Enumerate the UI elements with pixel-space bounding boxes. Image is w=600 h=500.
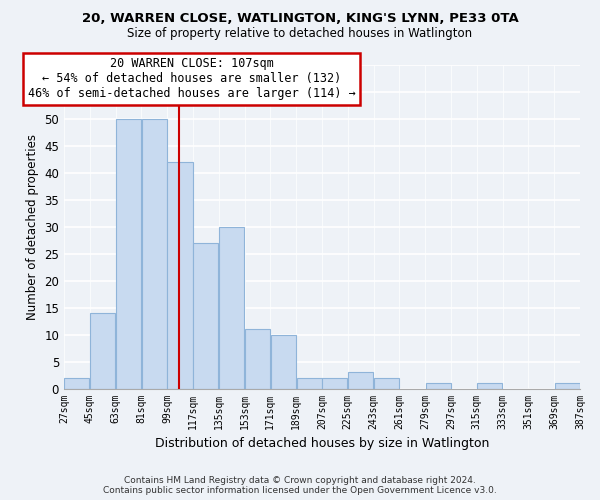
Bar — [477, 383, 502, 388]
Bar — [554, 383, 580, 388]
Bar — [245, 330, 270, 388]
Bar — [374, 378, 399, 388]
Bar — [219, 227, 244, 388]
Text: Size of property relative to detached houses in Watlington: Size of property relative to detached ho… — [127, 28, 473, 40]
Bar — [193, 243, 218, 388]
Bar — [322, 378, 347, 388]
Bar — [425, 383, 451, 388]
Bar — [348, 372, 373, 388]
Bar — [142, 120, 167, 388]
Text: Contains HM Land Registry data © Crown copyright and database right 2024.
Contai: Contains HM Land Registry data © Crown c… — [103, 476, 497, 495]
Bar — [296, 378, 322, 388]
Bar — [167, 162, 193, 388]
Text: 20, WARREN CLOSE, WATLINGTON, KING'S LYNN, PE33 0TA: 20, WARREN CLOSE, WATLINGTON, KING'S LYN… — [82, 12, 518, 26]
Bar — [90, 313, 115, 388]
Bar — [271, 334, 296, 388]
Bar — [64, 378, 89, 388]
Y-axis label: Number of detached properties: Number of detached properties — [26, 134, 38, 320]
Bar — [116, 120, 141, 388]
X-axis label: Distribution of detached houses by size in Watlington: Distribution of detached houses by size … — [155, 437, 489, 450]
Text: 20 WARREN CLOSE: 107sqm
← 54% of detached houses are smaller (132)
46% of semi-d: 20 WARREN CLOSE: 107sqm ← 54% of detache… — [28, 58, 355, 100]
